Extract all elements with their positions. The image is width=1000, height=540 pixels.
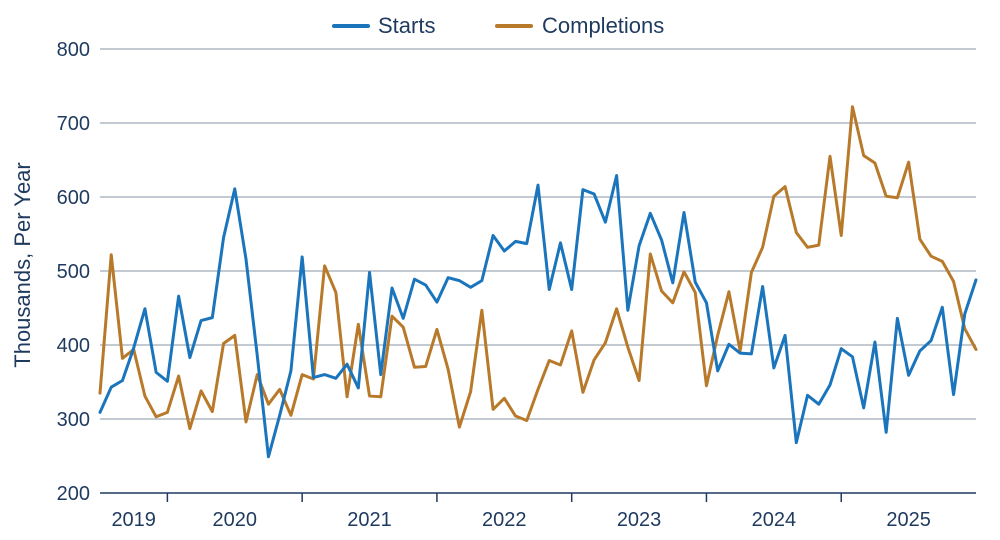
x-tick-label: 2023 xyxy=(617,509,662,531)
legend-label-starts: Starts xyxy=(378,13,435,38)
y-axis-title: Thousands, Per Year xyxy=(10,162,35,367)
y-tick-label: 800 xyxy=(57,39,90,61)
series-lines xyxy=(98,105,978,459)
y-tick-label: 700 xyxy=(57,113,90,135)
x-tick-label: 2022 xyxy=(482,509,527,531)
x-tick-label: 2019 xyxy=(111,509,156,531)
y-tick-label: 600 xyxy=(57,187,90,209)
series-line-completions xyxy=(98,105,978,431)
y-tick-label: 500 xyxy=(57,261,90,283)
legend: Starts Completions xyxy=(332,13,664,38)
gridlines xyxy=(100,48,976,420)
x-tick-label: 2021 xyxy=(347,509,392,531)
legend-label-completions: Completions xyxy=(542,13,664,38)
x-tick-label: 2020 xyxy=(213,509,258,531)
series-line-starts xyxy=(98,174,978,459)
y-tick-label: 300 xyxy=(57,409,90,431)
y-tick-label: 400 xyxy=(57,335,90,357)
x-axis: 2019 2020 2021 2022 2023 2024 2025 xyxy=(100,492,976,531)
y-tick-label: 200 xyxy=(57,483,90,505)
x-tick-label: 2025 xyxy=(886,509,931,531)
y-axis: 200 300 400 500 600 700 800 xyxy=(57,39,90,505)
x-tick-label: 2024 xyxy=(752,509,797,531)
